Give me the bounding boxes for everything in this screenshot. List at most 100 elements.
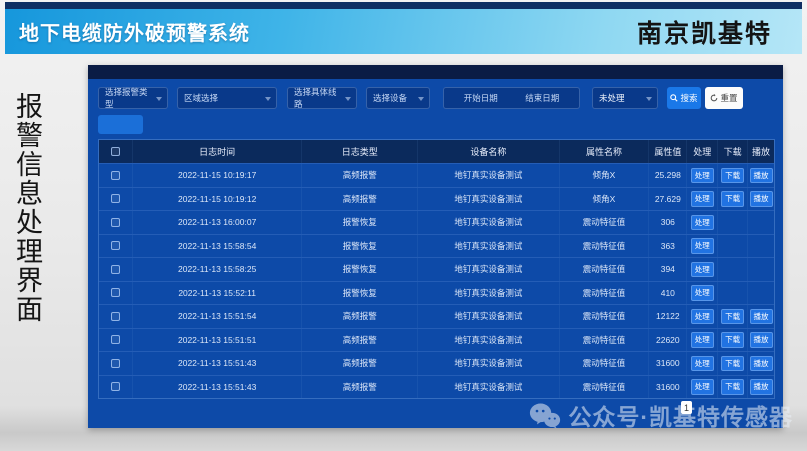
row-select-cell — [99, 281, 133, 304]
attr-name-cell: 震动特征值 — [560, 211, 650, 234]
row-select-cell — [99, 305, 133, 328]
attr-name-cell: 倾角X — [560, 164, 650, 187]
process-cell: 处理 — [687, 211, 719, 234]
alarm-type-select[interactable]: 选择报警类型 — [98, 87, 168, 109]
row-checkbox[interactable] — [110, 288, 120, 298]
refresh-icon — [711, 94, 718, 102]
col-attr-value: 属性值 — [649, 140, 688, 163]
attr-name-cell: 震动特征值 — [560, 258, 650, 281]
process-cell: 处理 — [687, 328, 719, 351]
process-button[interactable]: 处理 — [690, 285, 714, 301]
download-button[interactable]: 下载 — [721, 167, 745, 183]
download-cell — [718, 281, 749, 304]
row-checkbox[interactable] — [110, 311, 120, 321]
reset-button[interactable]: 重置 — [705, 87, 743, 109]
table-row: 2022-11-13 15:51:43 高频报警 地钉真实设备测试 震动特征值 … — [99, 351, 774, 375]
device-name-cell: 地钉真实设备测试 — [418, 375, 560, 398]
log-time-cell: 2022-11-13 15:58:54 — [133, 234, 303, 257]
process-button[interactable]: 处理 — [690, 261, 714, 277]
attr-name-cell: 震动特征值 — [560, 305, 650, 328]
bulk-action-button[interactable] — [98, 115, 143, 134]
download-cell: 下载 — [718, 375, 749, 398]
row-checkbox[interactable] — [110, 194, 120, 204]
device-select[interactable]: 选择设备 — [366, 87, 430, 109]
play-button[interactable]: 播放 — [749, 308, 773, 324]
process-button[interactable]: 处理 — [690, 355, 714, 371]
download-button[interactable]: 下载 — [721, 308, 745, 324]
attr-value-cell: 27.629 — [649, 187, 688, 210]
process-button[interactable]: 处理 — [690, 308, 714, 324]
process-button[interactable]: 处理 — [690, 167, 714, 183]
region-placeholder: 区域选择 — [184, 93, 219, 103]
app-title: 地下电缆防外破预警系统 — [19, 23, 250, 45]
play-button[interactable]: 播放 — [749, 191, 773, 207]
process-button[interactable]: 处理 — [690, 191, 714, 207]
process-button[interactable]: 处理 — [690, 379, 714, 395]
row-select-cell — [99, 328, 133, 351]
play-button[interactable]: 播放 — [749, 379, 773, 395]
row-checkbox[interactable] — [110, 241, 120, 251]
date-range-picker[interactable]: 开始日期 结束日期 — [443, 87, 580, 109]
chevron-down-icon — [418, 97, 424, 101]
watermark-text: 公众号·凯基特传感器 — [568, 404, 793, 430]
process-button[interactable]: 处理 — [690, 238, 714, 254]
attr-name-cell: 震动特征值 — [560, 375, 650, 398]
download-cell: 下载 — [718, 164, 749, 187]
attr-value-cell: 31600 — [649, 375, 688, 398]
log-time-cell: 2022-11-13 15:58:25 — [133, 258, 303, 281]
chevron-down-icon — [345, 97, 351, 101]
download-button[interactable]: 下载 — [721, 355, 745, 371]
play-button[interactable]: 播放 — [749, 332, 773, 348]
table-row: 2022-11-13 15:58:54 报警恢复 地钉真实设备测试 震动特征值 … — [99, 233, 774, 257]
attr-name-cell: 震动特征值 — [560, 328, 650, 351]
table-header-row: 日志时间 日志类型 设备名称 属性名称 属性值 处理 下载 播放 — [99, 140, 774, 163]
row-checkbox[interactable] — [110, 358, 120, 368]
download-cell: 下载 — [718, 305, 749, 328]
download-button[interactable]: 下载 — [721, 332, 745, 348]
brand-name: 南京凯基特 — [636, 20, 772, 48]
row-select-cell — [99, 375, 133, 398]
attr-name-cell: 倾角X — [560, 187, 650, 210]
device-placeholder: 选择设备 — [373, 93, 408, 103]
status-select[interactable]: 未处理 — [592, 87, 658, 109]
alarm-type-placeholder: 选择报警类型 — [105, 87, 148, 109]
process-button[interactable]: 处理 — [690, 214, 714, 230]
col-attr-name: 属性名称 — [560, 140, 650, 163]
table-row: 2022-11-13 15:51:43 高频报警 地钉真实设备测试 震动特征值 … — [99, 374, 774, 398]
log-type-cell: 高频报警 — [302, 305, 419, 328]
process-button[interactable]: 处理 — [690, 332, 714, 348]
row-checkbox[interactable] — [110, 382, 120, 392]
app-header: 地下电缆防外破预警系统 南京凯基特 — [5, 2, 802, 54]
attr-value-cell: 363 — [649, 234, 688, 257]
play-button[interactable]: 播放 — [749, 167, 773, 183]
col-device-name: 设备名称 — [418, 140, 560, 163]
play-button[interactable]: 播放 — [749, 355, 773, 371]
attr-value-cell: 394 — [649, 258, 688, 281]
table-row: 2022-11-15 10:19:17 高频报警 地钉真实设备测试 倾角X 25… — [99, 163, 774, 187]
table-row: 2022-11-13 16:00:07 报警恢复 地钉真实设备测试 震动特征值 … — [99, 210, 774, 234]
line-select[interactable]: 选择具体线路 — [287, 87, 357, 109]
device-name-cell: 地钉真实设备测试 — [418, 281, 560, 304]
wechat-icon — [530, 403, 561, 428]
pagination-page-1[interactable]: 1 — [681, 401, 692, 414]
table-row: 2022-11-15 10:19:12 高频报警 地钉真实设备测试 倾角X 27… — [99, 186, 774, 210]
alarm-table: 日志时间 日志类型 设备名称 属性名称 属性值 处理 下载 播放 2022-11… — [98, 139, 775, 399]
row-checkbox[interactable] — [110, 335, 120, 345]
attr-name-cell: 震动特征值 — [560, 281, 650, 304]
play-cell: 播放 — [748, 164, 774, 187]
col-process: 处理 — [687, 140, 719, 163]
col-log-time: 日志时间 — [133, 140, 303, 163]
row-checkbox[interactable] — [110, 264, 120, 274]
search-button[interactable]: 搜索 — [667, 87, 701, 109]
download-button[interactable]: 下载 — [721, 191, 745, 207]
region-select[interactable]: 区域选择 — [177, 87, 277, 109]
table-row: 2022-11-13 15:52:11 报警恢复 地钉真实设备测试 震动特征值 … — [99, 280, 774, 305]
row-checkbox[interactable] — [110, 217, 120, 227]
start-date-placeholder: 开始日期 — [463, 93, 498, 103]
row-checkbox[interactable] — [110, 170, 120, 180]
download-button[interactable]: 下载 — [721, 379, 745, 395]
play-cell — [748, 282, 774, 305]
select-all-checkbox[interactable] — [110, 147, 120, 156]
log-type-cell: 报警恢复 — [302, 281, 419, 304]
